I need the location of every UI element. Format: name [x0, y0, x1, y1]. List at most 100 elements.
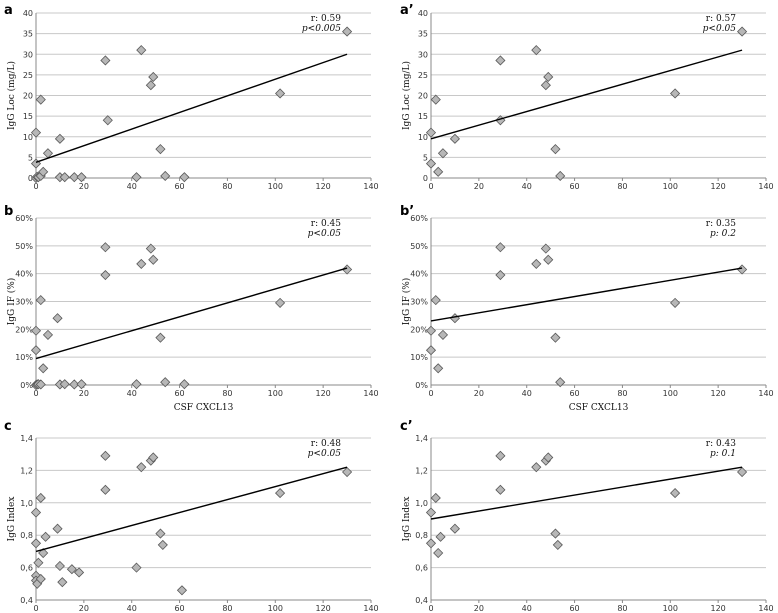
x-tick-label: 40 [522, 604, 532, 613]
data-point [102, 115, 113, 126]
y-tick-label: 40% [15, 270, 33, 279]
y-tick-label: 20% [410, 325, 428, 334]
y-tick-label: 30 [418, 50, 428, 59]
data-point [35, 295, 46, 306]
x-tick-label: 80 [617, 389, 627, 398]
y-tick-label: 30% [410, 298, 428, 307]
data-point [550, 332, 561, 343]
data-point [531, 45, 542, 56]
data-point [100, 484, 111, 495]
x-tick-label: 140 [758, 604, 773, 613]
x-tick-label: 120 [316, 604, 331, 613]
panel-c: 0,4 0,6 0,8 1,0 1,2 1,4 0 20 40 60 80 100 120 140 IgG … [4, 419, 379, 613]
panel-label: c’ [400, 419, 413, 434]
data-point [30, 538, 42, 549]
y-tick-label: 15 [418, 112, 428, 121]
stat-p: p<0.05 [308, 449, 342, 459]
trend-line [35, 466, 348, 553]
data-point [342, 466, 353, 478]
y-tick-label: 20 [23, 92, 33, 101]
x-tick-label: 0 [33, 604, 38, 613]
data-point [100, 269, 111, 281]
y-tick-label: 5 [423, 153, 428, 162]
data-point [40, 531, 51, 542]
y-tick-label: 1,0 [415, 499, 428, 508]
data-point [495, 242, 506, 253]
stat-r: r: 0.59 [311, 14, 342, 24]
data-point [59, 172, 70, 183]
y-tick-label: 35 [23, 30, 33, 39]
data-point [136, 462, 147, 473]
data-point [275, 297, 286, 308]
data-point [495, 484, 506, 495]
y-tick-label: 25 [418, 71, 428, 80]
panel-b2: 0% 10% 20% 30% 40% 50% 60% 0 20 40 60 80 100 120 140 Ig… [400, 204, 774, 413]
data-point [35, 94, 46, 105]
trend-line [430, 267, 743, 322]
data-point [66, 564, 77, 575]
y-tick-label: 40 [23, 9, 33, 18]
x-tick-label: 80 [222, 604, 232, 613]
x-tick-label: 0 [33, 389, 38, 398]
data-point [555, 377, 566, 388]
data-point [737, 26, 748, 37]
data-point [342, 264, 353, 275]
data-point [148, 452, 159, 463]
data-point [131, 562, 142, 573]
data-point [131, 172, 142, 183]
x-tick-label: 60 [569, 604, 579, 613]
panel-label: a’ [400, 3, 414, 18]
y-axis-label: IgG IF (%) [6, 278, 17, 326]
x-tick-label: 60 [569, 182, 579, 191]
stat-p: p: 0.2 [710, 229, 736, 239]
data-point [155, 528, 166, 539]
x-axis-label: CSF CXCL13 [174, 403, 234, 413]
x-tick-label: 80 [617, 604, 627, 613]
y-tick-label: 1,0 [20, 499, 33, 508]
data-point [552, 539, 563, 550]
trend-line [35, 267, 348, 360]
x-tick-label: 100 [268, 604, 283, 613]
data-point [275, 88, 286, 99]
data-point [179, 379, 190, 390]
x-tick-label: 100 [268, 182, 283, 191]
x-tick-label: 120 [711, 182, 726, 191]
y-tick-label: 15 [23, 112, 33, 121]
data-point [136, 45, 147, 56]
trend-line [430, 466, 743, 520]
x-tick-label: 100 [663, 604, 678, 613]
y-tick-label: 60% [15, 214, 33, 223]
data-point [433, 166, 444, 177]
data-point [100, 55, 111, 66]
data-point [59, 379, 70, 390]
panel-c2: 0,4 0,6 0,8 1,0 1,2 1,4 0 20 40 60 80 100 120 140 IgG … [400, 419, 774, 613]
y-tick-label: 0,4 [415, 596, 428, 605]
x-tick-label: 40 [522, 182, 532, 191]
data-point [449, 523, 460, 534]
data-point [157, 539, 168, 550]
x-tick-label: 0 [33, 182, 38, 191]
y-tick-label: 0,8 [415, 531, 428, 540]
data-point [145, 243, 156, 254]
x-tick-label: 20 [474, 604, 484, 613]
x-tick-label: 60 [174, 182, 184, 191]
y-tick-label: 40% [410, 270, 428, 279]
x-tick-label: 40 [127, 389, 137, 398]
x-tick-label: 80 [617, 182, 627, 191]
x-tick-label: 80 [222, 389, 232, 398]
x-tick-label: 60 [569, 389, 579, 398]
stat-r: r: 0.48 [311, 439, 342, 449]
data-point [74, 567, 85, 578]
y-tick-label: 0,8 [20, 531, 33, 540]
y-axis-label: IgG Index [7, 497, 17, 542]
data-point [540, 243, 551, 254]
data-point [30, 325, 42, 336]
y-tick-label: 60% [410, 214, 428, 223]
data-point [495, 55, 506, 66]
stat-p: p<0.05 [703, 24, 737, 34]
stat-r: r: 0.35 [706, 219, 737, 229]
x-tick-label: 20 [79, 604, 89, 613]
x-tick-label: 140 [363, 604, 378, 613]
data-point [670, 88, 681, 99]
x-tick-label: 20 [474, 182, 484, 191]
